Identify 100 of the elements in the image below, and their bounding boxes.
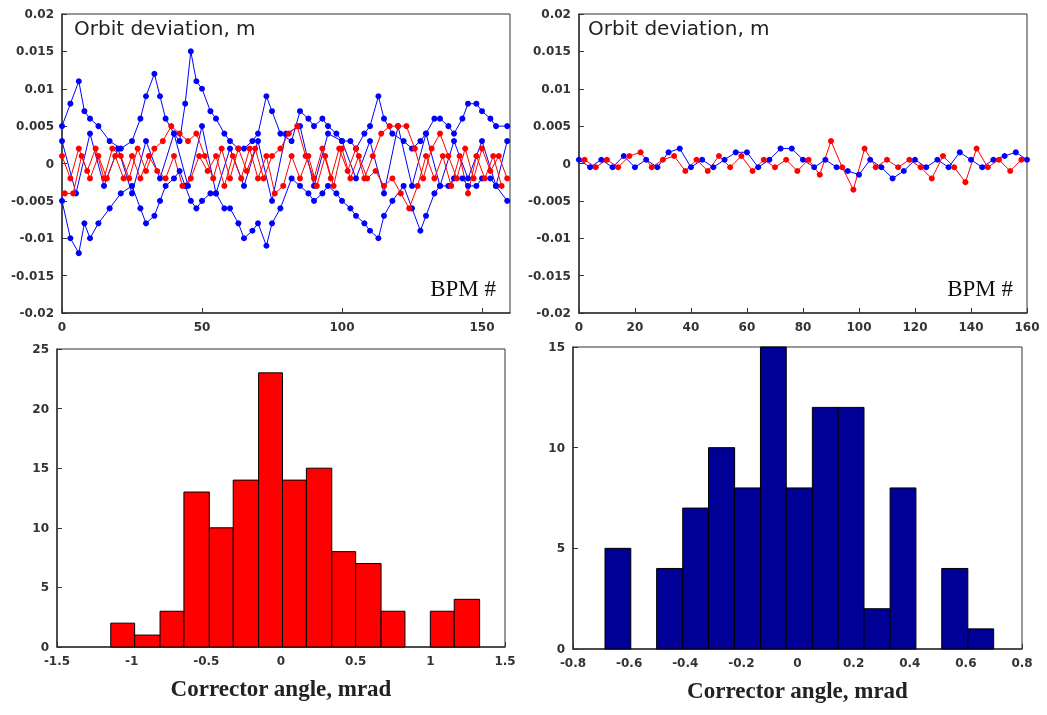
x-tick-label: 100 [329,320,355,334]
point [990,156,997,163]
point [715,153,722,160]
y-axis-title: Orbit deviation, m [588,16,770,40]
point [431,175,438,182]
point [743,149,750,156]
point [867,156,874,163]
point [117,153,124,160]
point [280,182,287,189]
point [255,175,261,182]
point [322,153,329,160]
point [269,197,275,204]
point [788,145,795,152]
point [134,145,141,152]
point [984,164,991,171]
x-tick-label: -1.5 [43,654,71,668]
point [227,175,233,182]
point [738,153,745,160]
x-axis-title: BPM # [430,276,497,301]
point [900,167,907,174]
point [996,156,1002,163]
point [1001,153,1008,160]
x-tick-label: 0 [574,320,584,334]
point [260,175,267,182]
point [229,153,236,160]
point [162,175,169,182]
point [367,138,373,145]
point [297,175,303,182]
point [409,182,415,189]
point [168,123,175,130]
x-tick-label: 1.5 [494,654,516,668]
point [755,164,762,171]
point [451,138,457,145]
point [347,175,354,182]
point [615,164,622,171]
point [581,156,588,163]
point [185,138,191,145]
point [682,167,689,174]
point [196,153,203,160]
x-tick-label: 150 [469,320,495,334]
x-axis-title: Corrector angle, mrad [170,676,392,701]
point [241,182,247,189]
point [187,175,194,182]
point [844,167,851,174]
point [470,175,477,182]
point [771,164,778,171]
point [227,145,233,152]
point [945,164,952,171]
point [176,130,183,137]
point [87,130,93,137]
point [238,175,245,182]
point [61,190,68,197]
point [654,164,661,171]
point [171,130,177,137]
point [437,182,443,189]
x-tick-label: 140 [958,320,984,334]
x-tick-label: 50 [193,320,211,334]
point [827,138,834,145]
y-tick-label: 10 [32,520,49,535]
point [456,153,463,160]
point [143,167,149,174]
x-tick-label: 40 [682,320,700,334]
point [151,145,158,152]
point [487,167,494,174]
y-tick-label: 10 [548,440,565,455]
point [889,175,896,182]
point [381,190,387,197]
point [145,153,152,160]
point [355,153,362,160]
x-tick-label: -0.6 [616,656,643,670]
x-tick-label: 1 [426,654,435,668]
point [693,156,700,163]
x-tick-label: -1 [124,654,139,668]
y-tick-label: 5 [556,541,565,556]
point [939,153,946,160]
point [783,156,790,163]
y-tick-label: 15 [32,461,49,476]
point [968,156,974,163]
point [749,167,756,174]
y-tick-label: -0.005 [11,193,54,208]
point [319,145,326,152]
point [895,164,902,171]
x-tick-label: 100 [846,320,872,334]
point [344,167,351,174]
point [213,190,219,197]
point [1024,156,1030,163]
point [327,175,334,182]
point [462,145,469,152]
point [665,149,672,156]
point [495,153,502,160]
point [872,164,879,171]
point [603,156,610,163]
y-tick-label: -0.02 [536,306,571,320]
x-tick-label: -0.8 [559,656,587,670]
y-tick-label: -0.01 [536,231,571,246]
x-tick-label: 0.5 [345,654,367,668]
y-tick-label: 0 [556,642,565,656]
point [620,153,627,160]
point [498,182,505,189]
point [934,156,941,163]
